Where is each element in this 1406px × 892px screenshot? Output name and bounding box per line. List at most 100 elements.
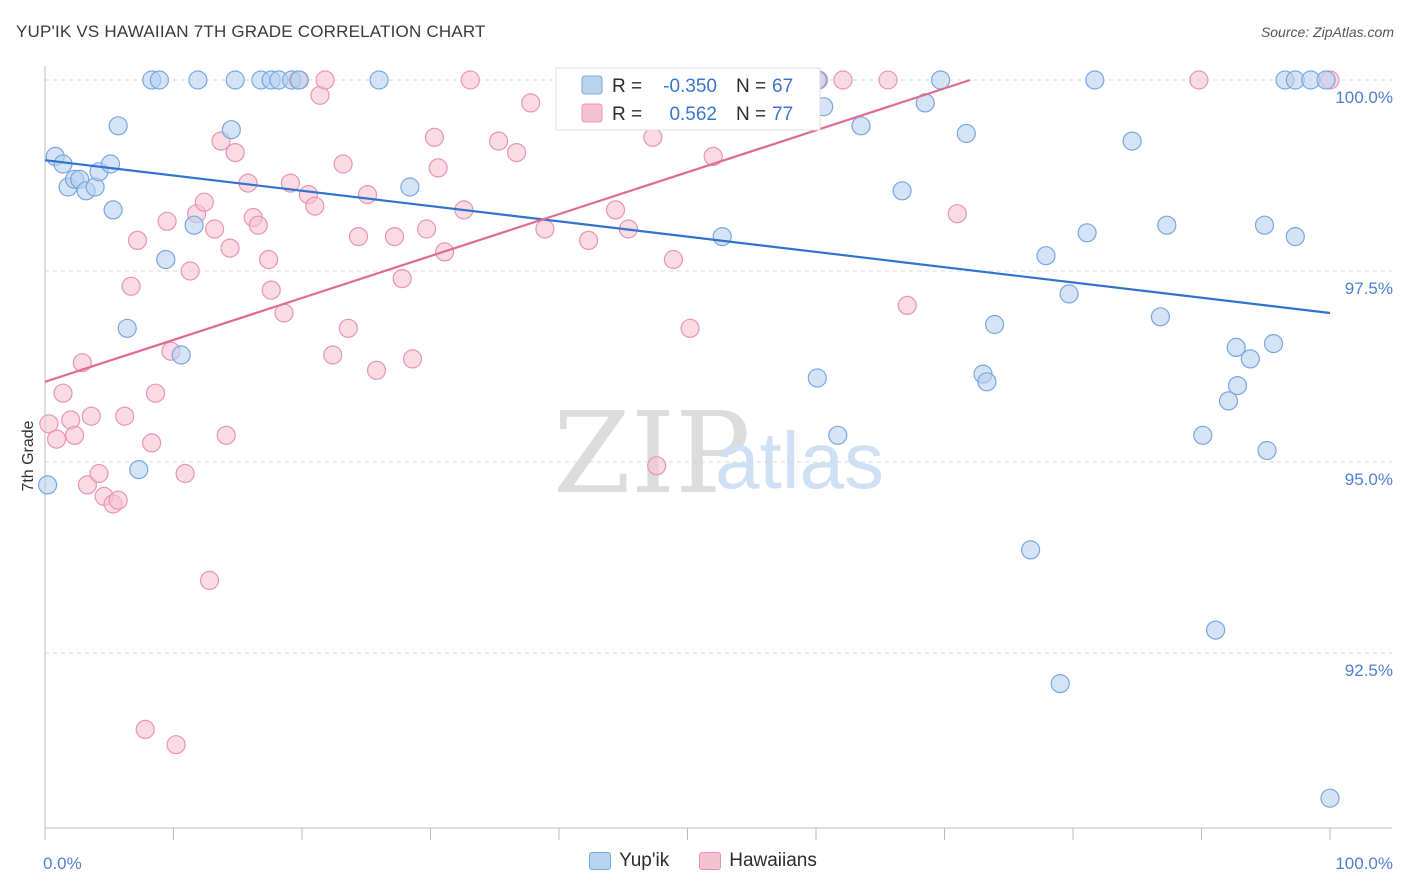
hawaiian-point bbox=[428, 158, 448, 178]
yupik-point bbox=[1020, 540, 1041, 560]
hawaiian-point bbox=[89, 463, 109, 484]
hawaiian-point bbox=[225, 143, 245, 163]
data-points bbox=[37, 70, 1340, 808]
yupik-point bbox=[100, 154, 121, 174]
hawaiian-point bbox=[521, 93, 541, 113]
hawaiian-point bbox=[578, 230, 599, 250]
hawaiian-point bbox=[384, 227, 405, 247]
yupik-point bbox=[1218, 391, 1239, 411]
hawaiian-point bbox=[348, 227, 369, 247]
hawaiian-point bbox=[175, 463, 195, 484]
yupik-point bbox=[1085, 70, 1105, 90]
stats-legend: R = -0.350 N = 67 R = 0.562 N = 77 bbox=[555, 67, 821, 131]
yupik-point bbox=[1036, 246, 1056, 266]
yupik-point bbox=[1254, 215, 1275, 235]
hawaiian-point bbox=[647, 456, 667, 476]
hawaiian-point bbox=[703, 146, 723, 166]
hawaiian-point bbox=[121, 276, 141, 296]
yupik-point bbox=[108, 116, 128, 136]
hawaiian-point bbox=[280, 173, 300, 193]
legend-r-label: R = bbox=[612, 104, 642, 125]
hawaiian-point bbox=[366, 360, 387, 380]
legend-r-value-hawaiians: 0.562 bbox=[669, 104, 717, 125]
legend-swatch-yupik bbox=[589, 852, 612, 870]
hawaiian-point bbox=[897, 295, 917, 315]
legend-label-yupik: Yup'ik bbox=[619, 850, 670, 871]
hawaiian-point bbox=[323, 345, 343, 365]
yupik-point bbox=[977, 372, 997, 392]
legend-n-label: N = bbox=[736, 104, 766, 125]
yupik-point bbox=[1059, 284, 1079, 304]
legend-item-hawaiians[interactable]: Hawaiians bbox=[699, 850, 817, 872]
hawaiian-point bbox=[643, 127, 663, 147]
hawaiian-point bbox=[199, 570, 220, 591]
yupik-point bbox=[289, 70, 309, 90]
hawaiian-point bbox=[489, 131, 509, 151]
hawaiian-point bbox=[680, 318, 700, 338]
hawaiian-point bbox=[142, 433, 162, 453]
hawaiian-point bbox=[417, 219, 437, 239]
yupik-point bbox=[1226, 337, 1246, 357]
hawaiian-point bbox=[53, 383, 73, 403]
yupik-point bbox=[225, 70, 245, 90]
yupik-point bbox=[807, 368, 827, 388]
hawaiian-point bbox=[402, 349, 423, 369]
hawaiian-point bbox=[108, 490, 128, 510]
yupik-point bbox=[369, 70, 389, 90]
yupik-point bbox=[184, 215, 204, 235]
hawaiian-point bbox=[64, 425, 85, 445]
legend-swatch-hawaiians bbox=[699, 852, 722, 870]
hawaiian-point bbox=[338, 318, 358, 338]
hawaiian-point bbox=[220, 238, 240, 258]
hawaiian-point bbox=[135, 719, 155, 740]
yupik-point bbox=[156, 249, 176, 270]
yupik-point bbox=[892, 181, 912, 201]
yupik-point bbox=[712, 227, 732, 247]
axes: 100.0% 97.5% 95.0% 92.5% 0.0% 100.0% bbox=[43, 66, 1393, 873]
hawaiian-point bbox=[205, 219, 225, 239]
yupik-point bbox=[851, 116, 871, 136]
legend-n-value-hawaiians: 77 bbox=[772, 104, 793, 125]
legend-swatch-hawaiians bbox=[581, 103, 603, 123]
y-axis-title: 7th Grade bbox=[20, 420, 37, 491]
yupik-point bbox=[1263, 334, 1284, 354]
y-tick-label: 95.0% bbox=[1345, 470, 1393, 489]
watermark-zip: ZIP bbox=[553, 389, 750, 519]
hawaiian-point bbox=[424, 127, 444, 147]
hawaiian-point bbox=[180, 261, 200, 281]
yupik-point bbox=[1077, 223, 1097, 243]
hawaiian-point bbox=[460, 70, 480, 90]
watermark-atlas: atlas bbox=[715, 416, 884, 505]
grid-lines bbox=[45, 79, 1392, 654]
legend-item-yupik[interactable]: Yup'ik bbox=[589, 850, 669, 872]
yupik-point bbox=[984, 314, 1005, 335]
hawaiian-point bbox=[878, 70, 898, 90]
yupik-point bbox=[171, 345, 191, 365]
yupik-point bbox=[1316, 70, 1336, 90]
hawaiian-point bbox=[333, 154, 353, 174]
legend-swatch-yupik bbox=[581, 75, 603, 95]
yupik-point bbox=[1050, 673, 1070, 694]
yupik-point bbox=[188, 70, 208, 90]
legend-n-value-yupik: 67 bbox=[772, 76, 793, 97]
yupik-point bbox=[149, 70, 169, 90]
hawaiian-point bbox=[259, 249, 279, 270]
hawaiian-point bbox=[39, 414, 59, 434]
series-legend: Yup'ik Hawaiians bbox=[0, 850, 1406, 872]
hawaiian-point bbox=[115, 406, 135, 426]
hawaiian-point bbox=[46, 429, 67, 449]
yupik-point bbox=[1257, 440, 1277, 461]
yupik-point bbox=[930, 70, 951, 90]
chart-title: YUP'IK VS HAWAIIAN 7TH GRADE CORRELATION… bbox=[16, 22, 486, 41]
yupik-point bbox=[1240, 349, 1260, 369]
hawaiian-point bbox=[145, 383, 166, 403]
yupik-point bbox=[1205, 620, 1226, 640]
hawaiian-point bbox=[315, 70, 335, 90]
yupik-point bbox=[117, 318, 137, 338]
hawaiian-point bbox=[605, 200, 626, 220]
yupik-trend-line bbox=[44, 159, 1331, 315]
yupik-point bbox=[1320, 788, 1340, 808]
yupik-point bbox=[1150, 307, 1171, 327]
hawaiian-point bbox=[157, 211, 177, 231]
